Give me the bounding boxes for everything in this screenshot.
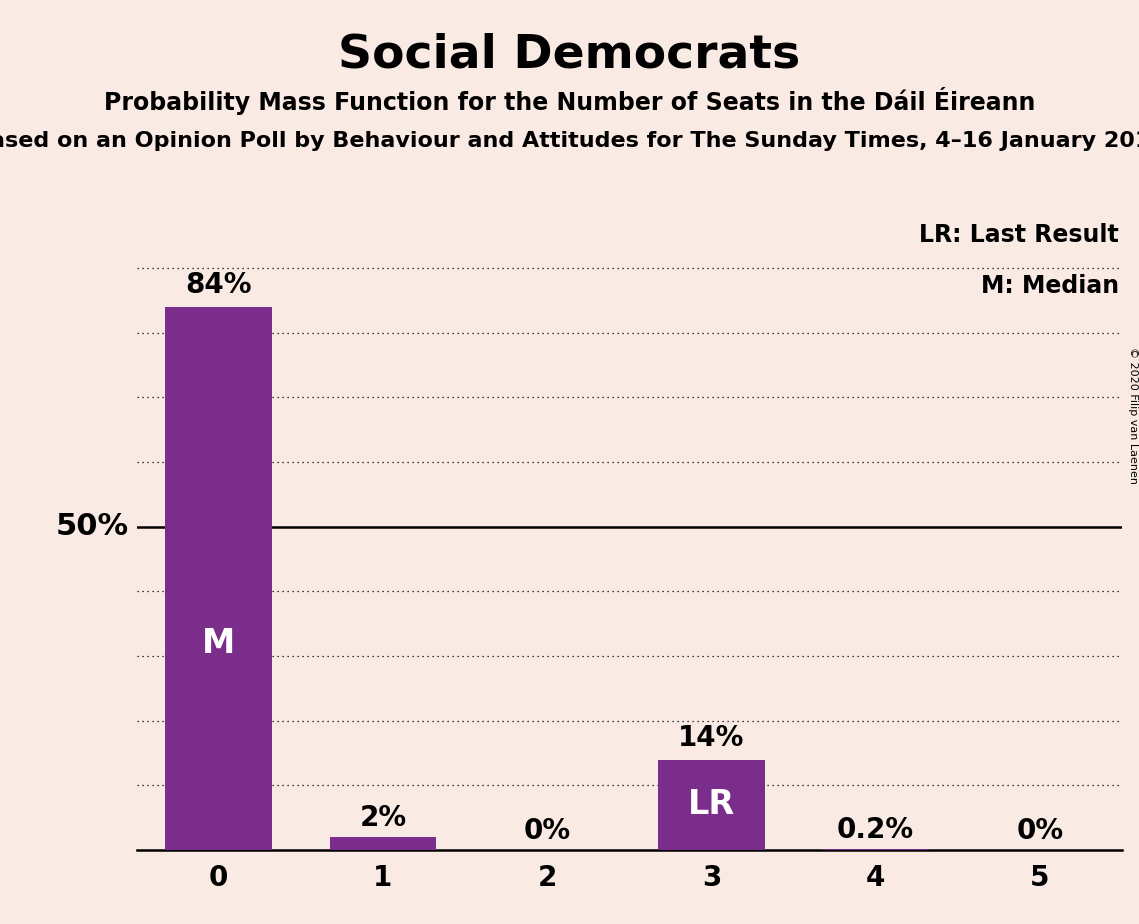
Text: 2%: 2% <box>360 804 407 832</box>
Bar <box>165 307 272 850</box>
Text: 0.2%: 0.2% <box>837 816 915 844</box>
Text: 84%: 84% <box>186 271 252 299</box>
Bar <box>658 760 764 850</box>
Text: LR: LR <box>688 788 735 821</box>
Text: 0%: 0% <box>524 817 571 845</box>
Bar <box>329 837 436 850</box>
Text: 0%: 0% <box>1016 817 1064 845</box>
Text: Probability Mass Function for the Number of Seats in the Dáil Éireann: Probability Mass Function for the Number… <box>104 87 1035 115</box>
Text: Based on an Opinion Poll by Behaviour and Attitudes for The Sunday Times, 4–16 J: Based on an Opinion Poll by Behaviour an… <box>0 131 1139 152</box>
Text: M: M <box>202 627 236 660</box>
Text: 50%: 50% <box>56 512 129 541</box>
Text: M: Median: M: Median <box>981 274 1118 298</box>
Text: © 2020 Filip van Laenen: © 2020 Filip van Laenen <box>1128 347 1138 484</box>
Text: Social Democrats: Social Democrats <box>338 32 801 78</box>
Text: 14%: 14% <box>678 723 745 752</box>
Text: LR: Last Result: LR: Last Result <box>919 223 1118 247</box>
Bar <box>822 849 929 850</box>
